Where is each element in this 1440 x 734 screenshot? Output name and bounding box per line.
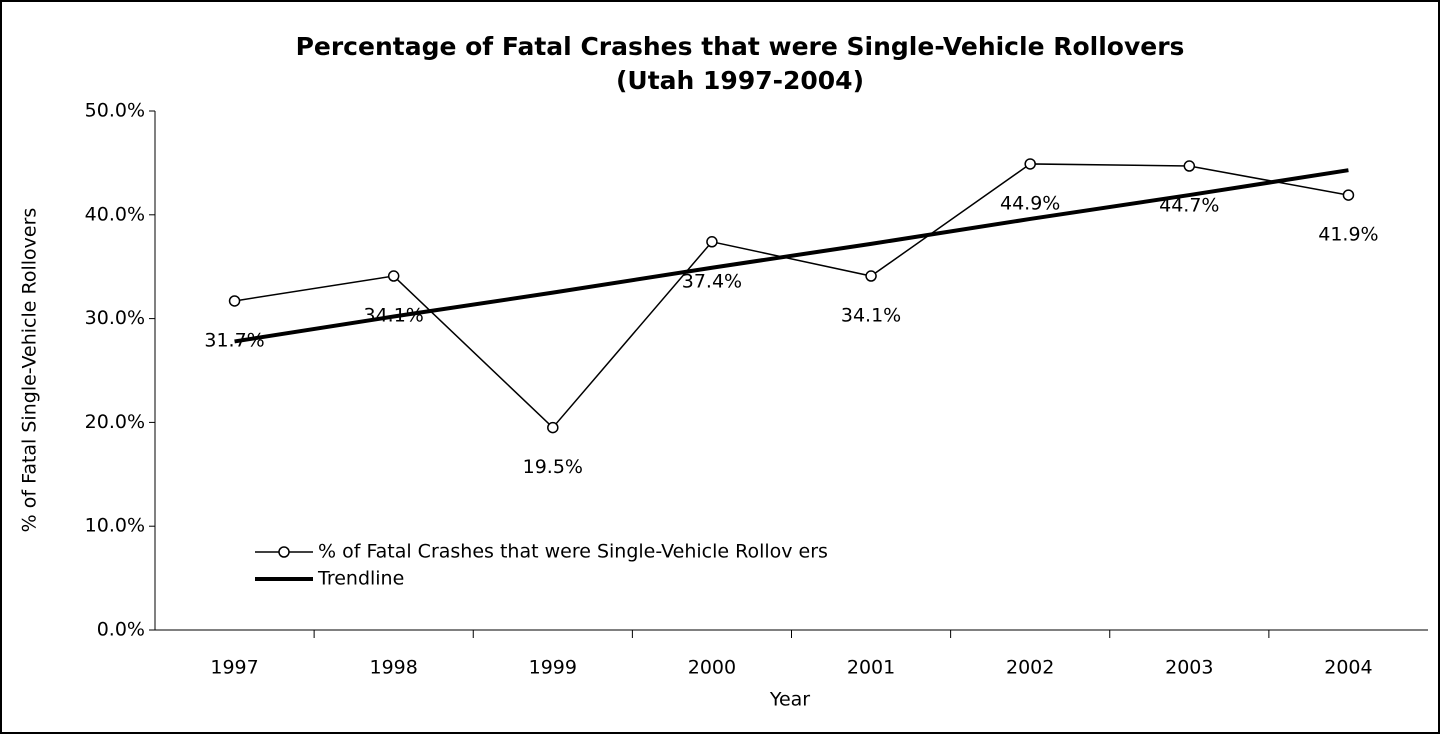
legend-label: % of Fatal Crashes that were Single-Vehi…: [318, 541, 828, 563]
series-line: [234, 168, 1349, 344]
data-label: 41.9%: [1318, 224, 1378, 246]
y-tick-label: 40.0%: [85, 203, 145, 225]
legend-marker: [278, 546, 290, 558]
data-label: 44.7%: [1159, 195, 1219, 217]
y-axis-label: % of Fatal Single-Vehicle Rollovers: [19, 208, 41, 533]
data-label: 37.4%: [682, 270, 742, 292]
y-tick-label: 30.0%: [85, 307, 145, 329]
chart-title: Percentage of Fatal Crashes that were Si…: [296, 32, 1185, 61]
x-tick-label: 1999: [529, 657, 577, 679]
x-tick-label: 1997: [210, 657, 258, 679]
x-tick-label: 2002: [1006, 657, 1054, 679]
y-tick-label: 10.0%: [85, 515, 145, 537]
legend-label: Trendline: [317, 568, 404, 590]
x-axis-label: Year: [769, 689, 810, 711]
data-point: [706, 236, 718, 248]
x-tick-label: 2001: [847, 657, 895, 679]
data-point: [1024, 158, 1036, 170]
data-point: [1183, 160, 1196, 172]
x-tick-label: 1998: [370, 657, 418, 679]
data-label: 34.1%: [841, 305, 901, 327]
data-point: [228, 295, 241, 307]
chart-subtitle: (Utah 1997-2004): [616, 66, 864, 95]
y-tick-label: 20.0%: [85, 411, 145, 433]
series-line: [234, 163, 1349, 429]
x-tick-label: 2000: [688, 657, 736, 679]
x-tick-label: 2003: [1165, 657, 1213, 679]
data-point: [865, 270, 877, 282]
data-label: 19.5%: [523, 456, 583, 478]
data-point: [1342, 189, 1355, 201]
x-tick-label: 2004: [1324, 657, 1372, 679]
data-point: [387, 270, 400, 282]
data-label: 44.9%: [1000, 192, 1060, 214]
data-point: [547, 421, 559, 434]
y-tick-label: 50.0%: [85, 100, 145, 122]
y-tick-label: 0.0%: [97, 619, 145, 641]
